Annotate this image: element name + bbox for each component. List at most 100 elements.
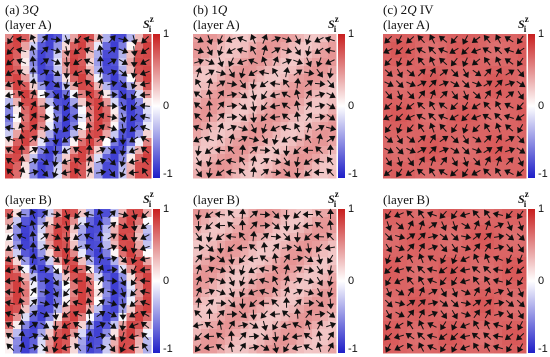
spin-cell bbox=[257, 209, 265, 218]
spin-cell bbox=[257, 98, 265, 107]
colorbar-label: Szi bbox=[518, 14, 529, 34]
spin-cell bbox=[135, 345, 144, 354]
spin-cell bbox=[265, 273, 273, 282]
spin-cell bbox=[21, 217, 30, 226]
spin-cell bbox=[431, 106, 439, 115]
spin-cell bbox=[399, 50, 407, 59]
colorbar-tick-label: -1 bbox=[348, 343, 358, 355]
spin-cell bbox=[37, 50, 46, 59]
spin-cell bbox=[312, 162, 320, 171]
colorbar-tick-label: 0 bbox=[538, 275, 544, 287]
spin-cell bbox=[391, 289, 399, 298]
spin-cell bbox=[78, 273, 87, 282]
spin-cell bbox=[296, 281, 304, 290]
spin-cell bbox=[391, 313, 399, 322]
spin-cell bbox=[78, 337, 87, 346]
spin-cell bbox=[78, 114, 87, 123]
spin-cell bbox=[201, 82, 209, 91]
spin-cell bbox=[265, 257, 273, 266]
spin-cell bbox=[102, 233, 111, 242]
spin-cell bbox=[423, 106, 431, 115]
colorbar bbox=[338, 34, 345, 178]
colorbar-tick-label: 0 bbox=[348, 275, 354, 287]
spin-cell bbox=[62, 66, 71, 75]
spin-cell bbox=[312, 106, 320, 115]
colorbar-tick-label: 0 bbox=[163, 275, 169, 287]
spin-cell bbox=[265, 249, 273, 258]
spin-cell bbox=[233, 249, 241, 258]
spin-cell bbox=[486, 162, 494, 171]
spin-cell bbox=[455, 273, 463, 282]
layer-label: (layer A) bbox=[383, 17, 430, 32]
spin-cell bbox=[399, 42, 407, 51]
spin-cell bbox=[462, 305, 470, 314]
colorbar-label-sub: i bbox=[524, 199, 527, 209]
spin-cell bbox=[391, 225, 399, 234]
colorbar-label: Szi bbox=[328, 189, 339, 209]
spin-cell bbox=[257, 74, 265, 83]
spin-cell bbox=[29, 337, 38, 346]
spin-cell bbox=[127, 273, 136, 282]
spin-cell bbox=[78, 98, 87, 107]
spin-cell bbox=[102, 217, 111, 226]
colorbar-tick-label: -1 bbox=[163, 168, 173, 180]
spin-cell bbox=[201, 265, 209, 274]
colorbar-tick-label: 1 bbox=[348, 203, 354, 215]
spin-cell bbox=[265, 297, 273, 306]
spin-cell bbox=[510, 345, 518, 354]
spin-cell bbox=[399, 281, 407, 290]
spin-cell bbox=[320, 146, 328, 155]
spin-cell bbox=[478, 130, 486, 139]
layer-label: (layer A) bbox=[5, 17, 52, 32]
spin-cell bbox=[37, 106, 46, 115]
spin-cell bbox=[209, 281, 217, 290]
spin-cell bbox=[455, 58, 463, 67]
spin-cell bbox=[447, 297, 455, 306]
panel-title-part: (a) 3 bbox=[5, 2, 29, 17]
colorbar-label-sub: i bbox=[334, 199, 337, 209]
spin-cell bbox=[102, 249, 111, 258]
spin-cell bbox=[209, 345, 217, 354]
spin-cell bbox=[383, 98, 391, 107]
spin-cell bbox=[312, 90, 320, 99]
spin-cell bbox=[78, 289, 87, 298]
spin-cell bbox=[455, 130, 463, 139]
layer-label: (layer B) bbox=[383, 192, 430, 207]
spin-cell bbox=[478, 281, 486, 290]
spin-cell bbox=[439, 162, 447, 171]
spin-cell bbox=[209, 217, 217, 226]
spin-cell bbox=[288, 217, 296, 226]
spin-cell bbox=[209, 313, 217, 322]
spin-cell bbox=[21, 42, 30, 51]
spin-cell bbox=[102, 58, 111, 67]
spin-cell bbox=[486, 106, 494, 115]
spin-cell bbox=[86, 138, 95, 147]
colorbar-label-sup: z bbox=[150, 14, 154, 24]
colorbar-label-sub: i bbox=[149, 199, 152, 209]
spin-cell bbox=[312, 98, 320, 107]
colorbar-label-sub: i bbox=[149, 24, 152, 34]
spin-cell bbox=[209, 130, 217, 139]
spin-cell bbox=[447, 225, 455, 234]
spin-cell bbox=[37, 225, 46, 234]
spin-cell bbox=[455, 42, 463, 51]
spin-cell bbox=[518, 98, 526, 107]
spin-cell bbox=[94, 162, 103, 171]
spin-cell bbox=[391, 241, 399, 250]
spin-cell bbox=[78, 162, 87, 171]
colorbar-tick-label: -1 bbox=[163, 343, 173, 355]
spin-cell bbox=[102, 50, 111, 59]
colorbar-tick-label: 0 bbox=[348, 100, 354, 112]
spin-cell bbox=[320, 138, 328, 147]
spin-cell bbox=[135, 170, 144, 179]
spin-cell bbox=[328, 225, 336, 234]
spin-cell bbox=[102, 42, 111, 51]
colorbar-label-sup: z bbox=[525, 189, 529, 199]
spin-cell bbox=[431, 50, 439, 59]
colorbar-tick-label: 1 bbox=[538, 203, 544, 215]
spin-cell bbox=[478, 106, 486, 115]
spin-cell bbox=[447, 233, 455, 242]
spin-cell bbox=[13, 138, 22, 147]
colorbar-label-sup: z bbox=[335, 189, 339, 199]
